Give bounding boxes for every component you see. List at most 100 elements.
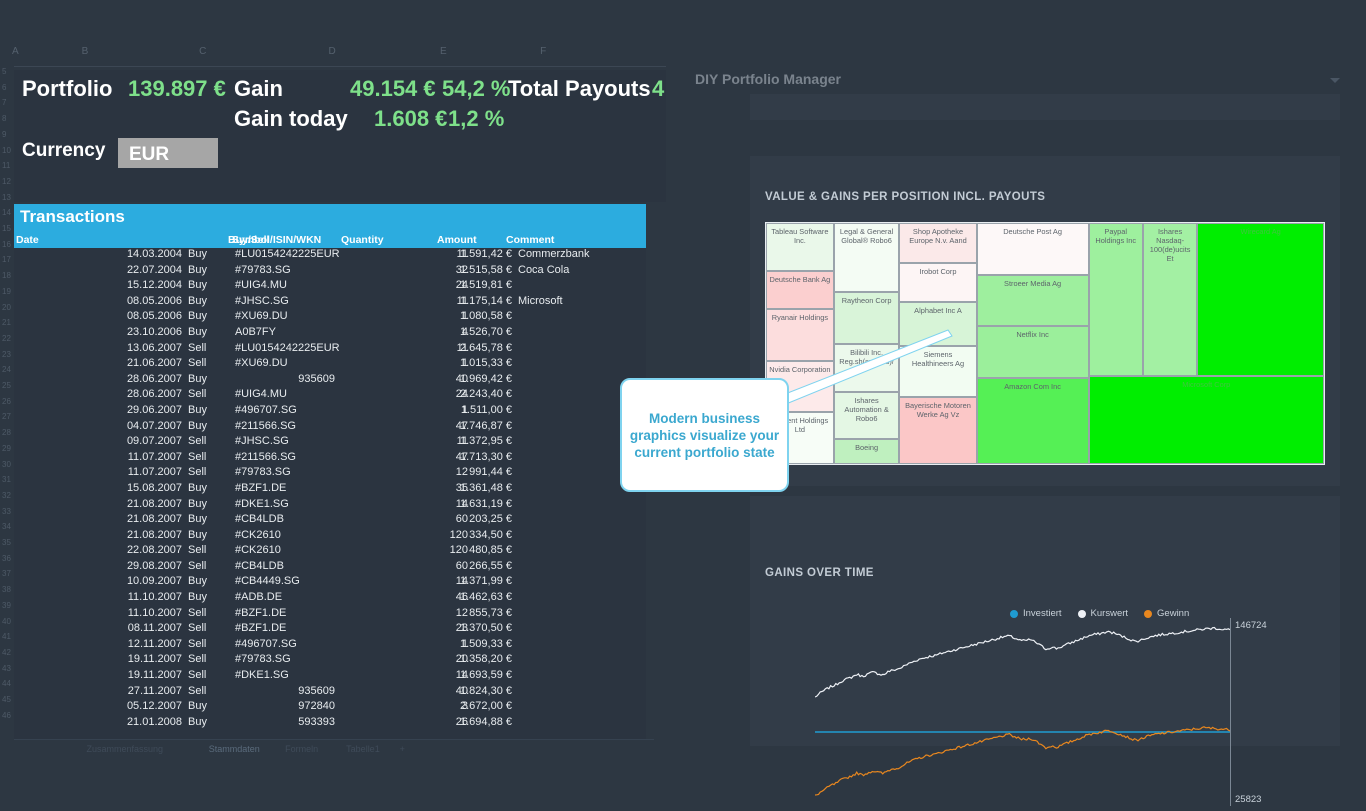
treemap-tile[interactable]: Netflix Inc	[976, 326, 1089, 378]
row-number[interactable]: 38	[2, 585, 11, 595]
table-row[interactable]: 15.12.2004 Buy #UIG4.MU 24 1.519,81 €	[14, 279, 646, 295]
row-number[interactable]: 32	[2, 490, 11, 500]
treemap-tile[interactable]: Bayerische Motoren Werke Ag Vz	[899, 397, 977, 464]
row-number[interactable]: 8	[2, 114, 7, 124]
sheet-tab-bar[interactable]: Zusammenfassung Stammdaten Formeln Tabelle1…	[14, 741, 434, 761]
row-number[interactable]: 19	[2, 286, 11, 296]
treemap-tile[interactable]: Paypal Holdings Inc	[1088, 223, 1143, 376]
row-number[interactable]: 11	[2, 161, 11, 171]
treemap-tile[interactable]: Shop Apotheke Europe N.v. Aand	[899, 223, 977, 263]
treemap-tile[interactable]: Raytheon Corp	[833, 292, 900, 344]
row-number[interactable]: 45	[2, 695, 11, 704]
table-row[interactable]: 11.07.2007 Sell #79783.SG 12 991,44 €	[14, 466, 646, 482]
treemap-tile[interactable]: Bilibili Inc. Reg.sh(sp.adrs)/	[833, 343, 900, 392]
column-letter-e[interactable]: E	[440, 46, 447, 57]
row-number[interactable]: 15	[2, 224, 11, 233]
table-row[interactable]: 19.11.2007 Sell #79783.SG 20 1.358,20 €	[14, 653, 646, 669]
row-number[interactable]: 36	[2, 553, 11, 563]
col-header-comment[interactable]: Comment	[506, 234, 555, 246]
row-number[interactable]: 17	[2, 255, 11, 265]
currency-value-cell[interactable]	[118, 138, 218, 168]
table-row[interactable]: 21.06.2007 Sell #XU69.DU 1 1.015,33 €	[14, 357, 646, 373]
sheet-tab-stammdaten[interactable]: Stammdaten	[208, 744, 260, 754]
row-number[interactable]: 26	[2, 396, 11, 406]
row-number[interactable]: 27	[2, 412, 11, 422]
row-number[interactable]: 9	[2, 129, 7, 139]
table-row[interactable]: 29.06.2007 Buy #496707.SG 1 1.511,00 €	[14, 404, 646, 420]
table-row[interactable]: 11.07.2007 Sell #211566.SG 47 1.713,30 €	[14, 451, 646, 467]
row-number[interactable]: 7	[2, 98, 7, 108]
treemap-tile[interactable]: Irobot Corp	[899, 262, 977, 303]
col-header-symbol[interactable]: Symbol/ISIN/WKN	[232, 234, 322, 246]
column-letter-f[interactable]: F	[540, 46, 547, 57]
treemap-tile[interactable]: Ishares Automation & Robo6	[833, 391, 900, 440]
table-row[interactable]: 13.06.2007 Sell #LU0154242225EUR 11 2.645,78…	[14, 342, 646, 358]
table-row[interactable]: 09.07.2007 Sell #JHSC.SG 11 1.372,95 €	[14, 435, 646, 451]
row-number[interactable]: 40	[2, 616, 11, 626]
table-row[interactable]: 22.07.2004 Buy #79783.SG 32 1.515,58 € Coca C…	[14, 264, 646, 280]
row-number[interactable]: 35	[2, 538, 11, 547]
row-number[interactable]: 39	[2, 600, 11, 610]
treemap-tile[interactable]: Siemens Healthineers Ag	[899, 345, 977, 398]
row-number[interactable]: 23	[2, 349, 11, 359]
row-number[interactable]: 44	[2, 679, 11, 689]
row-number[interactable]: 43	[2, 663, 11, 673]
table-row[interactable]: 27.11.2007 Sell 935609 40 1.824,30 €	[14, 685, 646, 701]
excel-row-numbers[interactable]: 5 6 7 8 9 10 11 12 13 14 15 16 17 18 19 20 21 22 23 24 25 26 2…	[0, 68, 14, 728]
table-row[interactable]: 21.08.2007 Buy #CB4LDB 60 203,25 €	[14, 513, 646, 529]
col-header-amount[interactable]: Amount	[437, 234, 477, 246]
sheet-tab-formeln[interactable]: Formeln	[285, 744, 319, 754]
table-row[interactable]: 29.08.2007 Sell #CB4LDB 60 266,55 €	[14, 560, 646, 576]
table-row[interactable]: 14.03.2004 Buy #LU0154242225EUR 11 1.591,42 …	[14, 248, 646, 264]
table-row[interactable]: 23.10.2006 Buy A0B7FY 4 1.526,70 €	[14, 326, 646, 342]
legend-item-kurswert[interactable]: Kurswert	[1077, 608, 1128, 619]
treemap-tile[interactable]: Alphabet Inc A	[899, 302, 977, 346]
row-number[interactable]: 22	[2, 333, 11, 343]
row-number[interactable]: 5	[2, 67, 7, 76]
treemap-tile[interactable]: Tableau Software Inc.	[766, 223, 834, 271]
table-row[interactable]: 28.06.2007 Sell #UIG4.MU 24 2.243,40 €	[14, 388, 646, 404]
sheet-tab-tabelle1[interactable]: Tabelle1	[346, 744, 380, 754]
row-number[interactable]: 29	[2, 443, 11, 453]
row-number[interactable]: 13	[2, 192, 11, 202]
table-row[interactable]: 08.05.2006 Buy #JHSC.SG 11 1.175,14 € Microso…	[14, 295, 646, 311]
row-number[interactable]: 6	[2, 82, 7, 92]
column-letter-d[interactable]: D	[328, 46, 336, 57]
treemap-tile[interactable]: Ishares Nasdaq-100(de)ucits Et	[1142, 223, 1198, 376]
treemap-tile[interactable]: Wirecard Ag	[1197, 223, 1324, 376]
sheet-tab-zusammenfassung[interactable]: Zusammenfassung	[86, 744, 164, 754]
table-row[interactable]: 21.01.2008 Buy 593393 26 1.694,88 €	[14, 716, 646, 732]
treemap-tile[interactable]: Amazon Com Inc	[976, 377, 1089, 464]
table-row[interactable]: 11.10.2007 Sell #BZF1.DE 12 855,73 €	[14, 607, 646, 623]
row-number[interactable]: 46	[2, 710, 11, 720]
column-letter-a[interactable]: A	[11, 46, 19, 57]
sheet-tab--[interactable]: +	[399, 744, 405, 754]
row-number[interactable]: 37	[2, 569, 11, 579]
excel-column-headers[interactable]: A B C D E F	[0, 38, 680, 68]
col-header-buysell[interactable]: Buy/Sell	[228, 234, 270, 246]
row-number[interactable]: 30	[2, 459, 11, 469]
table-row[interactable]: 10.09.2007 Buy #CB4449.SG 14 1.371,99 €	[14, 575, 646, 591]
column-letter-b[interactable]: B	[81, 46, 89, 57]
row-number[interactable]: 34	[2, 522, 11, 532]
col-header-date[interactable]: Date	[16, 234, 39, 246]
row-number[interactable]: 28	[2, 428, 11, 438]
table-row[interactable]: 19.11.2007 Sell #DKE1.SG 14 1.693,59 €	[14, 669, 646, 685]
col-header-quantity[interactable]: Quantity	[341, 234, 384, 246]
treemap-tile[interactable]: Stroeer Media Ag	[976, 274, 1089, 327]
table-row[interactable]: 21.08.2007 Buy #CK2610 120 334,50 €	[14, 529, 646, 545]
table-row[interactable]: 08.11.2007 Sell #BZF1.DE 23 1.370,50 €	[14, 622, 646, 638]
table-row[interactable]: 28.06.2007 Buy 935609 40 1.969,42 €	[14, 373, 646, 389]
row-number[interactable]: 41	[2, 632, 11, 642]
treemap-tile[interactable]: Microsoft Corp	[1088, 375, 1324, 464]
treemap-visual[interactable]: Tableau Software Inc. Deutsche Bank Ag Rya…	[765, 222, 1325, 465]
row-number[interactable]: 18	[2, 271, 11, 281]
chevron-down-icon[interactable]	[1330, 78, 1340, 83]
row-number[interactable]: 10	[2, 145, 11, 155]
row-number[interactable]: 12	[2, 176, 11, 186]
treemap-tile[interactable]: Deutsche Bank Ag	[766, 270, 834, 310]
treemap-tile[interactable]: Legal & General Global® Robo6	[833, 223, 900, 293]
table-row[interactable]: 08.05.2006 Buy #XU69.DU 1 1.080,58 €	[14, 310, 646, 326]
row-number[interactable]: 42	[2, 647, 11, 657]
table-row[interactable]: 15.08.2007 Buy #BZF1.DE 35 1.361,48 €	[14, 482, 646, 498]
